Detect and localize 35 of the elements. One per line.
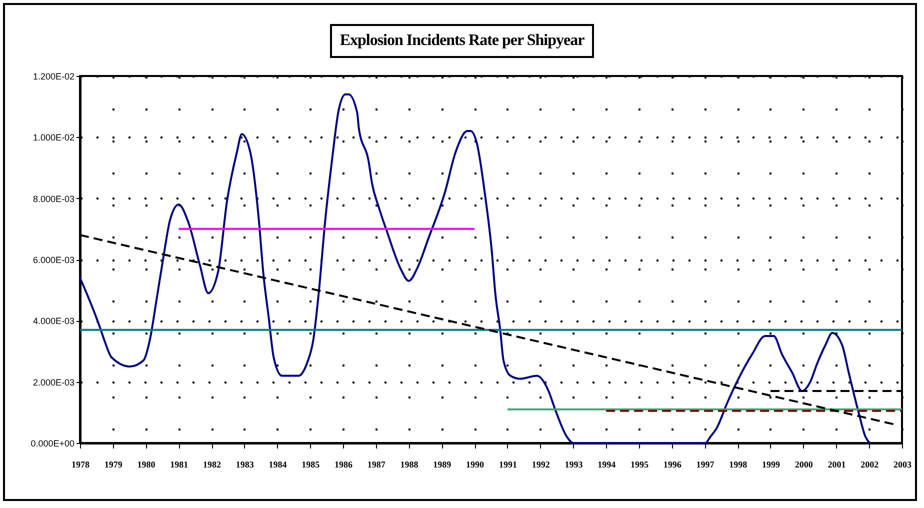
- y-tick-label: 8.000E-03: [32, 194, 74, 204]
- x-tick-label: 1997: [696, 460, 715, 470]
- y-tick-label: 1.000E-02: [32, 132, 74, 143]
- x-tick-label: 1998: [729, 460, 748, 470]
- y-tick-label: 6.000E-03: [32, 255, 74, 265]
- x-tick-label: 1991: [498, 460, 518, 470]
- line-series: [79, 93, 871, 444]
- x-tick-label: 1979: [104, 460, 123, 470]
- x-tick-label: 2003: [894, 460, 912, 470]
- x-tick-label: 1986: [334, 460, 354, 470]
- x-tick-label: 1994: [598, 460, 616, 470]
- y-tick-label: 4.000E-03: [32, 316, 74, 326]
- x-tick-label: 2000: [794, 460, 814, 470]
- x-tick-label: 1988: [400, 460, 419, 470]
- y-tick-label: 0.000E+00: [30, 438, 74, 448]
- x-tick-label: 1989: [433, 460, 452, 470]
- x-tick-label: 1993: [564, 460, 584, 470]
- x-tick-label: 1978: [72, 460, 90, 470]
- x-tick-label: 1996: [663, 460, 682, 470]
- x-tick-label: 2001: [828, 460, 846, 470]
- x-tick-label: 1980: [137, 460, 156, 470]
- x-tick-label: 1983: [236, 460, 254, 470]
- x-tick-label: 1992: [532, 460, 550, 470]
- x-tick-label: 1981: [170, 460, 189, 470]
- x-tick-label: 1990: [466, 460, 485, 470]
- y-tick-label: 2.000E-03: [32, 377, 74, 388]
- x-tick-label: 1985: [302, 460, 320, 470]
- chart-title: Explosion Incidents Rate per Shipyear: [330, 24, 594, 58]
- x-tick-label: 1999: [762, 460, 780, 470]
- x-tick-label: 1982: [203, 460, 222, 470]
- x-tick-label: 1984: [268, 460, 288, 470]
- x-tick-label: 1995: [630, 460, 649, 470]
- y-tick-label: 1.200E-02: [32, 72, 74, 82]
- x-tick-label: 2002: [860, 460, 880, 470]
- x-tick-label: 1987: [367, 460, 386, 470]
